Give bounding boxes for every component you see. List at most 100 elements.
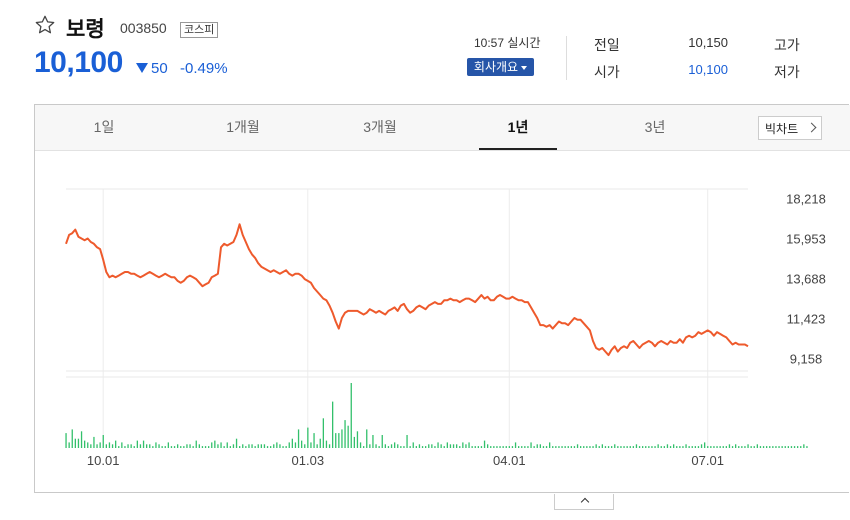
volume-bar	[511, 446, 514, 448]
volume-bar	[80, 431, 83, 448]
favorite-star-icon[interactable]	[34, 14, 56, 36]
volume-bar	[468, 442, 470, 448]
volume-bar	[731, 446, 734, 448]
volume-bar	[328, 444, 331, 448]
collapse-toggle[interactable]	[554, 494, 614, 510]
volume-bar	[130, 444, 132, 448]
volume-bar	[152, 446, 154, 448]
volume-bar	[325, 440, 328, 448]
volume-bar	[294, 442, 297, 448]
tab-1day[interactable]: 1일	[93, 119, 115, 135]
volume-bar	[533, 446, 535, 448]
volume-bar	[573, 446, 576, 448]
volume-bar	[87, 442, 89, 448]
volume-bar	[443, 446, 445, 448]
volume-bar	[350, 383, 352, 448]
volume-bar	[735, 444, 737, 448]
volume-bar	[505, 446, 507, 448]
period-tabs: 1일 1개월 3개월 1년 3년	[35, 105, 850, 151]
volume-bar	[527, 446, 529, 448]
volume-bar	[183, 446, 185, 448]
volume-bar	[425, 446, 427, 448]
volume-bar	[787, 446, 789, 448]
volume-bar	[155, 442, 157, 448]
current-price: 10,100	[34, 46, 123, 79]
volume-bar	[254, 446, 256, 448]
volume-bar	[347, 425, 349, 448]
volume-bar	[648, 446, 650, 448]
volume-bar	[242, 444, 244, 448]
volume-bar	[549, 442, 551, 448]
volume-bar	[496, 446, 498, 448]
volume-bar	[632, 446, 634, 448]
company-overview-label: 회사개요	[473, 60, 519, 74]
volume-bar	[456, 444, 458, 448]
big-chart-button[interactable]: 빅차트	[758, 116, 822, 140]
volume-bar	[372, 435, 374, 448]
volume-bar	[629, 446, 631, 448]
volume-bar	[570, 446, 572, 448]
volume-bar	[99, 442, 101, 448]
stock-code: 003850	[120, 20, 167, 36]
volume-bar	[508, 446, 510, 448]
volume-bar	[539, 444, 541, 448]
volume-bar	[322, 418, 324, 448]
volume-bar	[669, 446, 672, 448]
volume-bar	[741, 446, 743, 448]
volume-bar	[136, 440, 138, 448]
realtime-timestamp: 10:57 실시간	[474, 36, 541, 50]
volume-bar	[375, 444, 377, 448]
tab-3month[interactable]: 3개월	[363, 119, 397, 135]
volume-bar	[211, 442, 213, 448]
header-divider	[566, 36, 567, 80]
volume-bar	[96, 444, 98, 448]
volume-bar	[363, 446, 365, 448]
tab-1year[interactable]: 1년	[479, 105, 557, 150]
volume-bar	[105, 444, 107, 448]
big-chart-label: 빅차트	[765, 122, 799, 136]
volume-bar	[356, 431, 359, 448]
volume-bar	[214, 440, 216, 448]
volume-bar	[415, 446, 417, 448]
company-overview-button[interactable]: 회사개요	[467, 58, 534, 76]
y-tick-label: 13,688	[786, 271, 826, 286]
volume-bar	[465, 444, 467, 448]
volume-bar	[431, 444, 433, 448]
volume-bar	[607, 446, 610, 448]
volume-bar	[778, 446, 780, 448]
volume-bar	[793, 446, 796, 448]
volume-bar	[558, 446, 560, 448]
volume-bar	[394, 442, 396, 448]
volume-bar	[428, 444, 430, 448]
volume-bar	[797, 446, 799, 448]
volume-bar	[68, 442, 70, 448]
volume-bar	[223, 446, 225, 448]
volume-bar	[493, 446, 495, 448]
volume-bar	[335, 433, 337, 448]
volume-bar	[514, 442, 517, 448]
volume-bar	[257, 444, 259, 448]
volume-bar	[756, 444, 758, 448]
volume-bar	[750, 446, 752, 448]
volume-bar	[149, 444, 151, 448]
volume-bar	[412, 442, 414, 448]
volume-bar	[338, 433, 340, 448]
volume-bar	[158, 444, 160, 448]
x-tick-label: 04.01	[493, 453, 526, 468]
volume-bar	[651, 446, 653, 448]
volume-bar	[635, 444, 638, 448]
volume-bar	[273, 444, 275, 448]
volume-bar	[195, 440, 197, 448]
volume-bar	[598, 446, 600, 448]
volume-bar	[518, 446, 520, 448]
tab-1month[interactable]: 1개월	[226, 119, 260, 135]
volume-bar	[397, 444, 399, 448]
volume-bar	[725, 446, 727, 448]
volume-bar	[663, 446, 665, 448]
volume-bar	[186, 444, 188, 448]
tab-3year[interactable]: 3년	[644, 119, 666, 135]
volume-bar	[288, 442, 290, 448]
volume-bar	[381, 435, 383, 448]
volume-bar	[561, 446, 563, 448]
volume-bar	[167, 442, 169, 448]
